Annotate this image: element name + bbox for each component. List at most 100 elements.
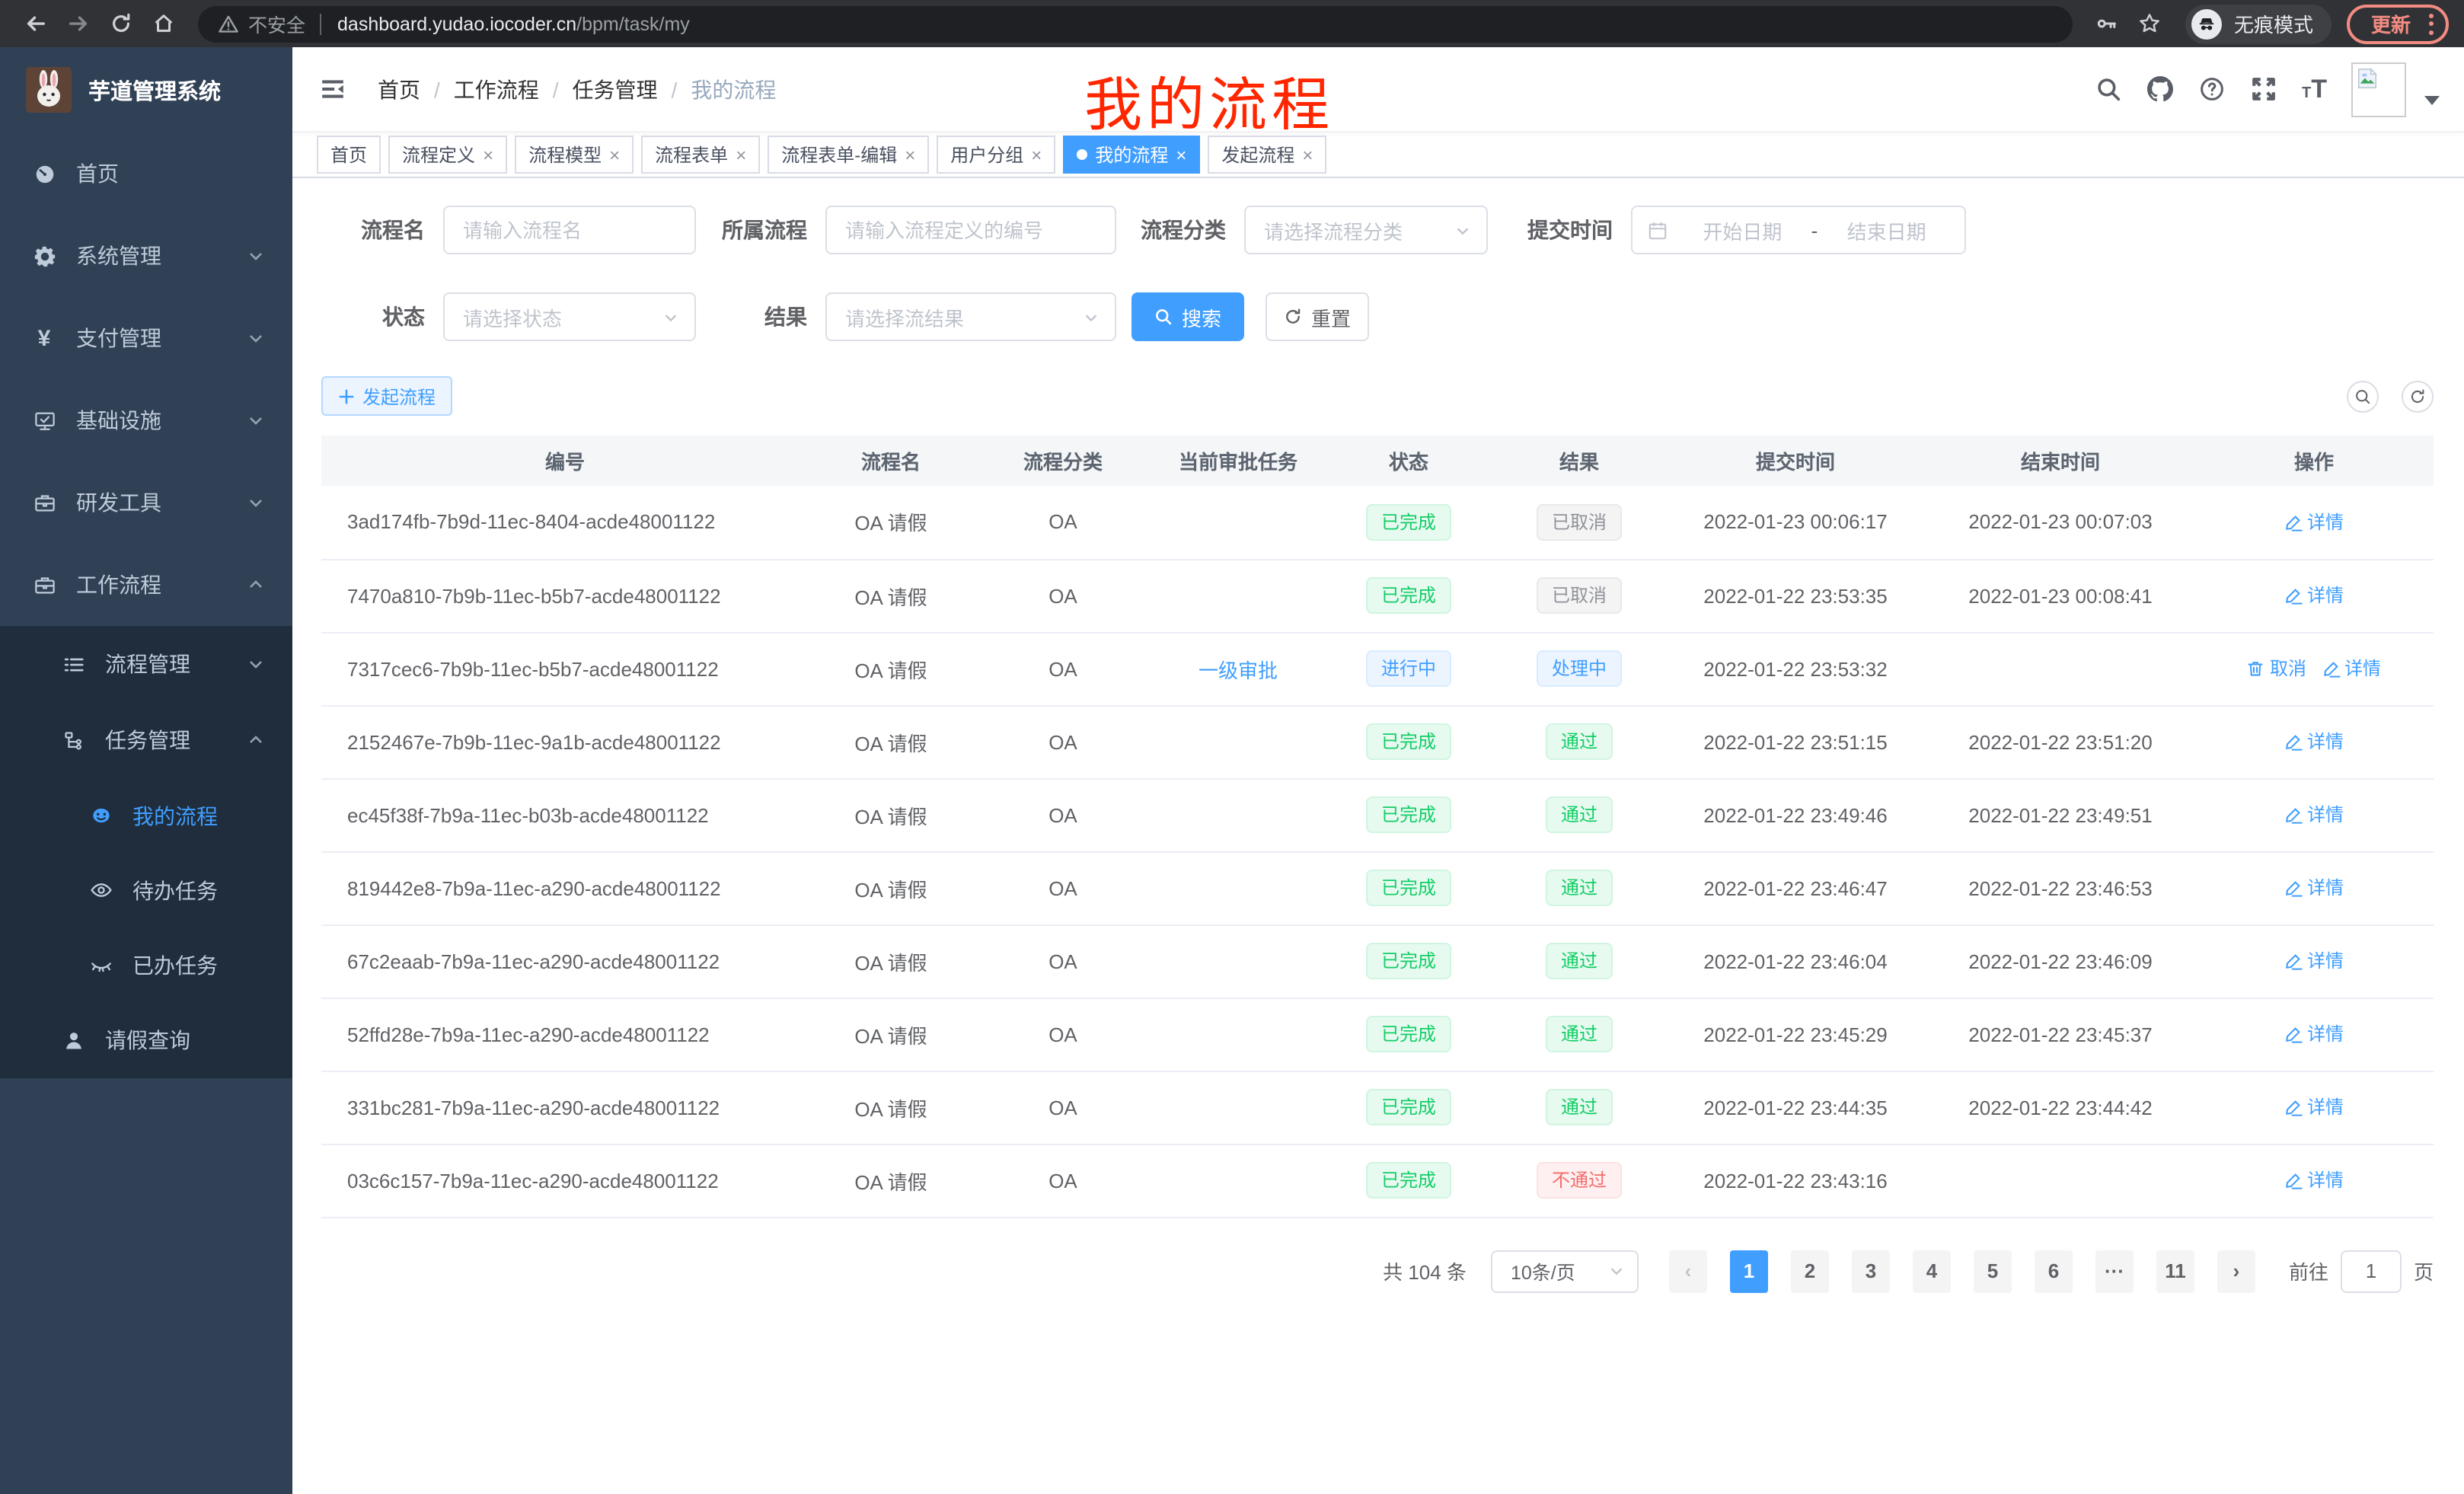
tab-process-model[interactable]: 流程模型 × (515, 136, 634, 174)
status-select[interactable]: 请选择状态 (443, 292, 696, 341)
detail-link[interactable]: 详情 (2284, 729, 2344, 755)
not-secure-warning-icon[interactable] (218, 13, 239, 34)
table-header-cell: 操作 (2194, 436, 2434, 486)
close-icon[interactable]: × (609, 144, 621, 165)
browser-back-icon[interactable] (15, 4, 55, 43)
browser-update-button[interactable]: 更新 (2346, 4, 2449, 43)
breadcrumb-item[interactable]: 任务管理 (572, 77, 658, 101)
sidebar-item-leave-query[interactable]: 请假查询 (0, 1002, 292, 1078)
tab-user-group[interactable]: 用户分组 × (937, 136, 1056, 174)
security-label[interactable]: 不安全 (248, 15, 306, 37)
help-icon[interactable] (2198, 75, 2226, 103)
detail-link[interactable]: 详情 (2284, 802, 2344, 828)
sidebar-item-system[interactable]: 系统管理 (0, 215, 292, 297)
task-link[interactable]: 一级审批 (1198, 659, 1278, 682)
result-cell: 通过 (1494, 924, 1664, 998)
process-id-cell: ec45f38f-7b9a-11ec-b03b-acde48001122 (321, 778, 809, 852)
table-header-cell: 提交时间 (1664, 436, 1926, 486)
close-icon[interactable]: × (1031, 144, 1042, 165)
page-button[interactable]: 4 (1912, 1250, 1951, 1292)
sidebar-item-dev-tools[interactable]: 研发工具 (0, 461, 292, 544)
address-bar[interactable]: 不安全 dashboard.yudao.iocoder.cn /bpm/task… (198, 5, 2073, 42)
sidebar-item-payment[interactable]: ¥ 支付管理 (0, 297, 292, 379)
detail-link[interactable]: 详情 (2284, 1167, 2344, 1193)
result-select[interactable]: 请选择流结果 (825, 292, 1116, 341)
bookmark-star-icon[interactable] (2130, 4, 2170, 43)
reset-button[interactable]: 重置 (1266, 292, 1370, 341)
incognito-badge[interactable]: 无痕模式 (2185, 4, 2332, 43)
breadcrumb-item[interactable]: 工作流程 (453, 77, 539, 101)
actions-cell: 详情 (2194, 998, 2434, 1071)
sidebar-item-my-process[interactable]: 我的流程 (0, 778, 292, 853)
cancel-link[interactable]: 取消 (2247, 656, 2306, 682)
current-task-cell: 一级审批 (1153, 632, 1323, 706)
breadcrumb-separator: / (552, 77, 559, 101)
close-icon[interactable]: × (1176, 144, 1187, 165)
next-page-button[interactable]: › (2217, 1250, 2255, 1292)
more-pages-button[interactable]: ··· (2095, 1250, 2134, 1292)
avatar-caret-icon[interactable] (2424, 95, 2440, 104)
search-button[interactable]: 搜索 (1131, 292, 1245, 341)
sidebar-item-infrastructure[interactable]: 基础设施 (0, 379, 292, 461)
page-button[interactable]: 1 (1729, 1250, 1768, 1292)
avatar[interactable] (2351, 62, 2406, 117)
close-icon[interactable]: × (905, 144, 916, 165)
browser-home-icon[interactable] (143, 4, 183, 43)
prev-page-button[interactable]: ‹ (1668, 1250, 1707, 1292)
app-logo[interactable]: 芋道管理系统 (0, 47, 292, 132)
page-buttons: ‹ 1 2 3 4 5 6 ··· 11 › (1668, 1250, 2255, 1292)
refresh-icon[interactable] (2402, 380, 2434, 412)
page-button[interactable]: 6 (2034, 1250, 2073, 1292)
sidebar-collapse-icon[interactable] (312, 69, 352, 109)
process-def-input[interactable] (825, 206, 1116, 254)
submit-time-range-picker[interactable]: 开始日期 - 结束日期 (1631, 206, 1966, 254)
tab-start-process[interactable]: 发起流程 × (1208, 136, 1327, 174)
password-key-icon[interactable] (2088, 4, 2127, 43)
page-button[interactable]: 2 (1790, 1250, 1829, 1292)
github-icon[interactable] (2146, 75, 2174, 103)
detail-link[interactable]: 详情 (2284, 875, 2344, 901)
show-search-icon[interactable] (2347, 380, 2379, 412)
sidebar-item-todo-task[interactable]: 待办任务 (0, 853, 292, 927)
detail-link[interactable]: 详情 (2284, 583, 2344, 608)
browser-forward-icon[interactable] (58, 4, 97, 43)
breadcrumb-item[interactable]: 首页 (378, 77, 420, 101)
page-button[interactable]: 3 (1851, 1250, 1890, 1292)
browser-menu-icon[interactable] (2429, 13, 2434, 34)
close-icon[interactable]: × (483, 144, 494, 165)
close-icon[interactable]: × (1302, 144, 1313, 165)
sidebar-item-done-task[interactable]: 已办任务 (0, 927, 292, 1002)
action-label: 详情 (2344, 658, 2382, 680)
table-header-cell: 结束时间 (1926, 436, 2194, 486)
detail-link[interactable]: 详情 (2284, 1021, 2344, 1047)
action-label: 详情 (2306, 731, 2344, 753)
process-name-input[interactable] (443, 206, 696, 254)
edit-icon (2284, 586, 2303, 605)
page-size-select[interactable]: 10条/页 (1490, 1250, 1639, 1292)
tab-process-definition[interactable]: 流程定义 × (388, 136, 508, 174)
browser-reload-icon[interactable] (101, 4, 140, 43)
tab-process-form-edit[interactable]: 流程表单-编辑 × (768, 136, 930, 174)
sidebar-item-task-mgmt[interactable]: 任务管理 (0, 702, 292, 778)
detail-link[interactable]: 详情 (2322, 656, 2381, 682)
page-button[interactable]: 11 (2156, 1250, 2194, 1292)
page-button[interactable]: 5 (1973, 1250, 2012, 1292)
sidebar-item-process-mgmt[interactable]: 流程管理 (0, 626, 292, 702)
sidebar-item-workflow[interactable]: 工作流程 (0, 544, 292, 626)
sidebar-item-home[interactable]: 首页 (0, 132, 292, 215)
fullscreen-icon[interactable] (2250, 75, 2277, 103)
detail-link[interactable]: 详情 (2284, 1094, 2344, 1120)
close-icon[interactable]: × (736, 144, 747, 165)
detail-link[interactable]: 详情 (2284, 948, 2344, 974)
tab-my-process[interactable]: 我的流程 × (1063, 136, 1201, 174)
goto-page-input[interactable] (2340, 1250, 2402, 1292)
chevron-down-icon (247, 329, 265, 347)
tab-process-form[interactable]: 流程表单 × (641, 136, 761, 174)
start-process-button[interactable]: 发起流程 (321, 376, 453, 416)
search-icon[interactable] (2095, 75, 2122, 103)
category-select[interactable]: 请选择流程分类 (1244, 206, 1488, 254)
detail-link[interactable]: 详情 (2284, 509, 2344, 535)
tab-home[interactable]: 首页 (317, 136, 381, 174)
